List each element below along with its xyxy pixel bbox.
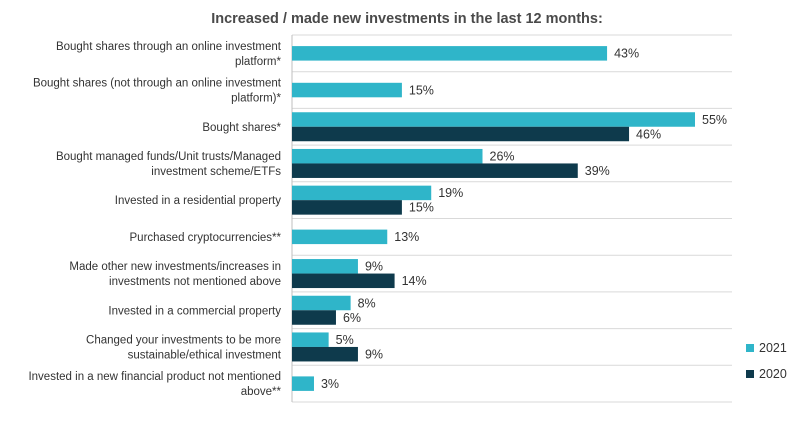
data-label-2021: 19% <box>438 186 463 200</box>
bar-2021 <box>292 332 329 347</box>
data-label-2021: 26% <box>490 149 515 163</box>
data-label-2021: 55% <box>702 113 727 127</box>
category-label: Bought shares* <box>202 122 281 134</box>
bar-2021 <box>292 229 388 245</box>
data-label-2021: 15% <box>409 83 434 97</box>
category-label: investment scheme/ETFs <box>151 166 281 178</box>
category-label: above** <box>241 386 282 398</box>
data-label-2021: 13% <box>394 230 419 244</box>
category-label: Bought shares (not through an online inv… <box>33 78 282 90</box>
data-label-2021: 9% <box>365 260 383 274</box>
legend-swatch-2020 <box>746 370 754 378</box>
bar-2020 <box>292 163 578 178</box>
legend-swatch-2021 <box>746 344 754 352</box>
data-label-2020: 15% <box>409 201 434 215</box>
bar-2021 <box>292 82 402 98</box>
bar-2021 <box>292 148 483 164</box>
data-label-2020: 39% <box>585 164 610 178</box>
chart-title: Increased / made new investments in the … <box>211 11 603 27</box>
category-label: Invested in a residential property <box>115 195 281 207</box>
data-label-2020: 6% <box>343 311 361 325</box>
category-label: Bought shares through an online investme… <box>56 41 282 53</box>
bar-2020 <box>292 346 358 362</box>
category-label: sustainable/ethical investment <box>128 349 282 361</box>
data-label-2021: 8% <box>358 296 376 310</box>
legend-label-2020: 2020 <box>759 367 787 381</box>
data-label-2021: 43% <box>614 47 639 61</box>
data-label-2021: 5% <box>336 333 354 347</box>
bar-2021 <box>292 185 432 201</box>
bars <box>292 46 695 391</box>
data-label-2020: 14% <box>402 274 427 288</box>
category-label: Invested in a new financial product not … <box>28 371 281 383</box>
data-label-2020: 46% <box>636 127 661 141</box>
category-label: Purchased cryptocurrencies** <box>130 232 282 244</box>
bar-2021 <box>292 259 358 274</box>
bar-2021 <box>292 295 351 311</box>
legend: 2021 2020 <box>746 341 787 381</box>
gridlines <box>292 34 732 403</box>
category-label: platform* <box>235 56 282 68</box>
bar-2021 <box>292 376 314 391</box>
data-labels: 43% 15% 55% 46% 26% 39% 19% 15% 13% 9% 14% 8%6% 5% 9%… <box>321 47 727 391</box>
data-label-2020: 9% <box>365 347 383 361</box>
legend-label-2021: 2021 <box>759 341 787 355</box>
category-labels: Bought shares through an online investme… <box>28 41 281 398</box>
bar-2021 <box>292 46 608 61</box>
category-label: Bought managed funds/Unit trusts/Managed <box>56 151 281 163</box>
category-label: Changed your investments to be more <box>86 334 281 346</box>
category-label: Invested in a commercial property <box>108 305 281 317</box>
category-label: investments not mentioned above <box>109 276 281 288</box>
bar-2020 <box>292 126 630 142</box>
bar-2020 <box>292 310 336 325</box>
category-label: platform)* <box>231 93 281 105</box>
bar-2020 <box>292 273 395 289</box>
category-label: Made other new investments/increases in <box>69 261 281 273</box>
data-label-2021: 3% <box>321 377 339 391</box>
bar-2021 <box>292 112 695 127</box>
bar-2020 <box>292 200 402 215</box>
